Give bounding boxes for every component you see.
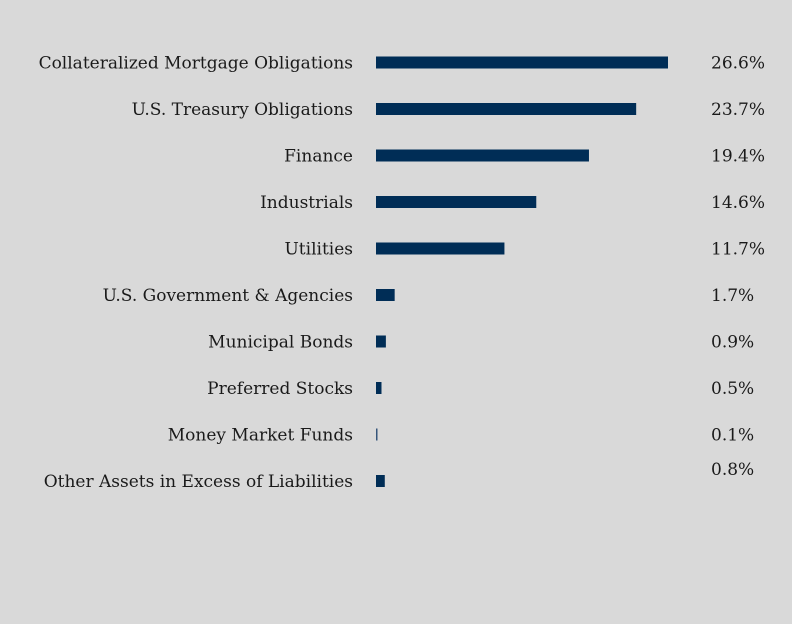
data-label: 19.4% — [711, 147, 765, 167]
bar — [376, 196, 537, 208]
data-label: 0.5% — [711, 379, 754, 399]
data-label: 0.8% — [711, 460, 754, 480]
category-label: Finance — [284, 147, 353, 167]
data-label: 23.7% — [711, 100, 765, 120]
data-label: 1.7% — [711, 286, 754, 306]
bar — [376, 475, 385, 487]
data-label: 26.6% — [711, 54, 765, 74]
bar — [376, 149, 589, 162]
category-label: Utilities — [284, 240, 353, 260]
category-label: Money Market Funds — [168, 426, 353, 446]
bar — [376, 289, 395, 301]
category-label: Industrials — [260, 193, 353, 213]
data-label: 0.9% — [711, 333, 754, 353]
category-label: U.S. Treasury Obligations — [132, 100, 353, 120]
bar — [376, 242, 505, 255]
bar — [376, 56, 668, 69]
data-label: 11.7% — [711, 240, 765, 260]
category-label: U.S. Government & Agencies — [103, 286, 353, 306]
category-label: Municipal Bonds — [208, 333, 353, 353]
category-label: Collateralized Mortgage Obligations — [39, 54, 353, 74]
data-label: 14.6% — [711, 193, 765, 213]
bar — [376, 103, 637, 115]
category-label: Preferred Stocks — [207, 379, 353, 399]
data-label: 0.1% — [711, 426, 754, 446]
category-label: Other Assets in Excess of Liabilities — [44, 472, 353, 492]
bar — [376, 382, 382, 394]
bar — [376, 335, 386, 348]
bar — [376, 428, 378, 441]
